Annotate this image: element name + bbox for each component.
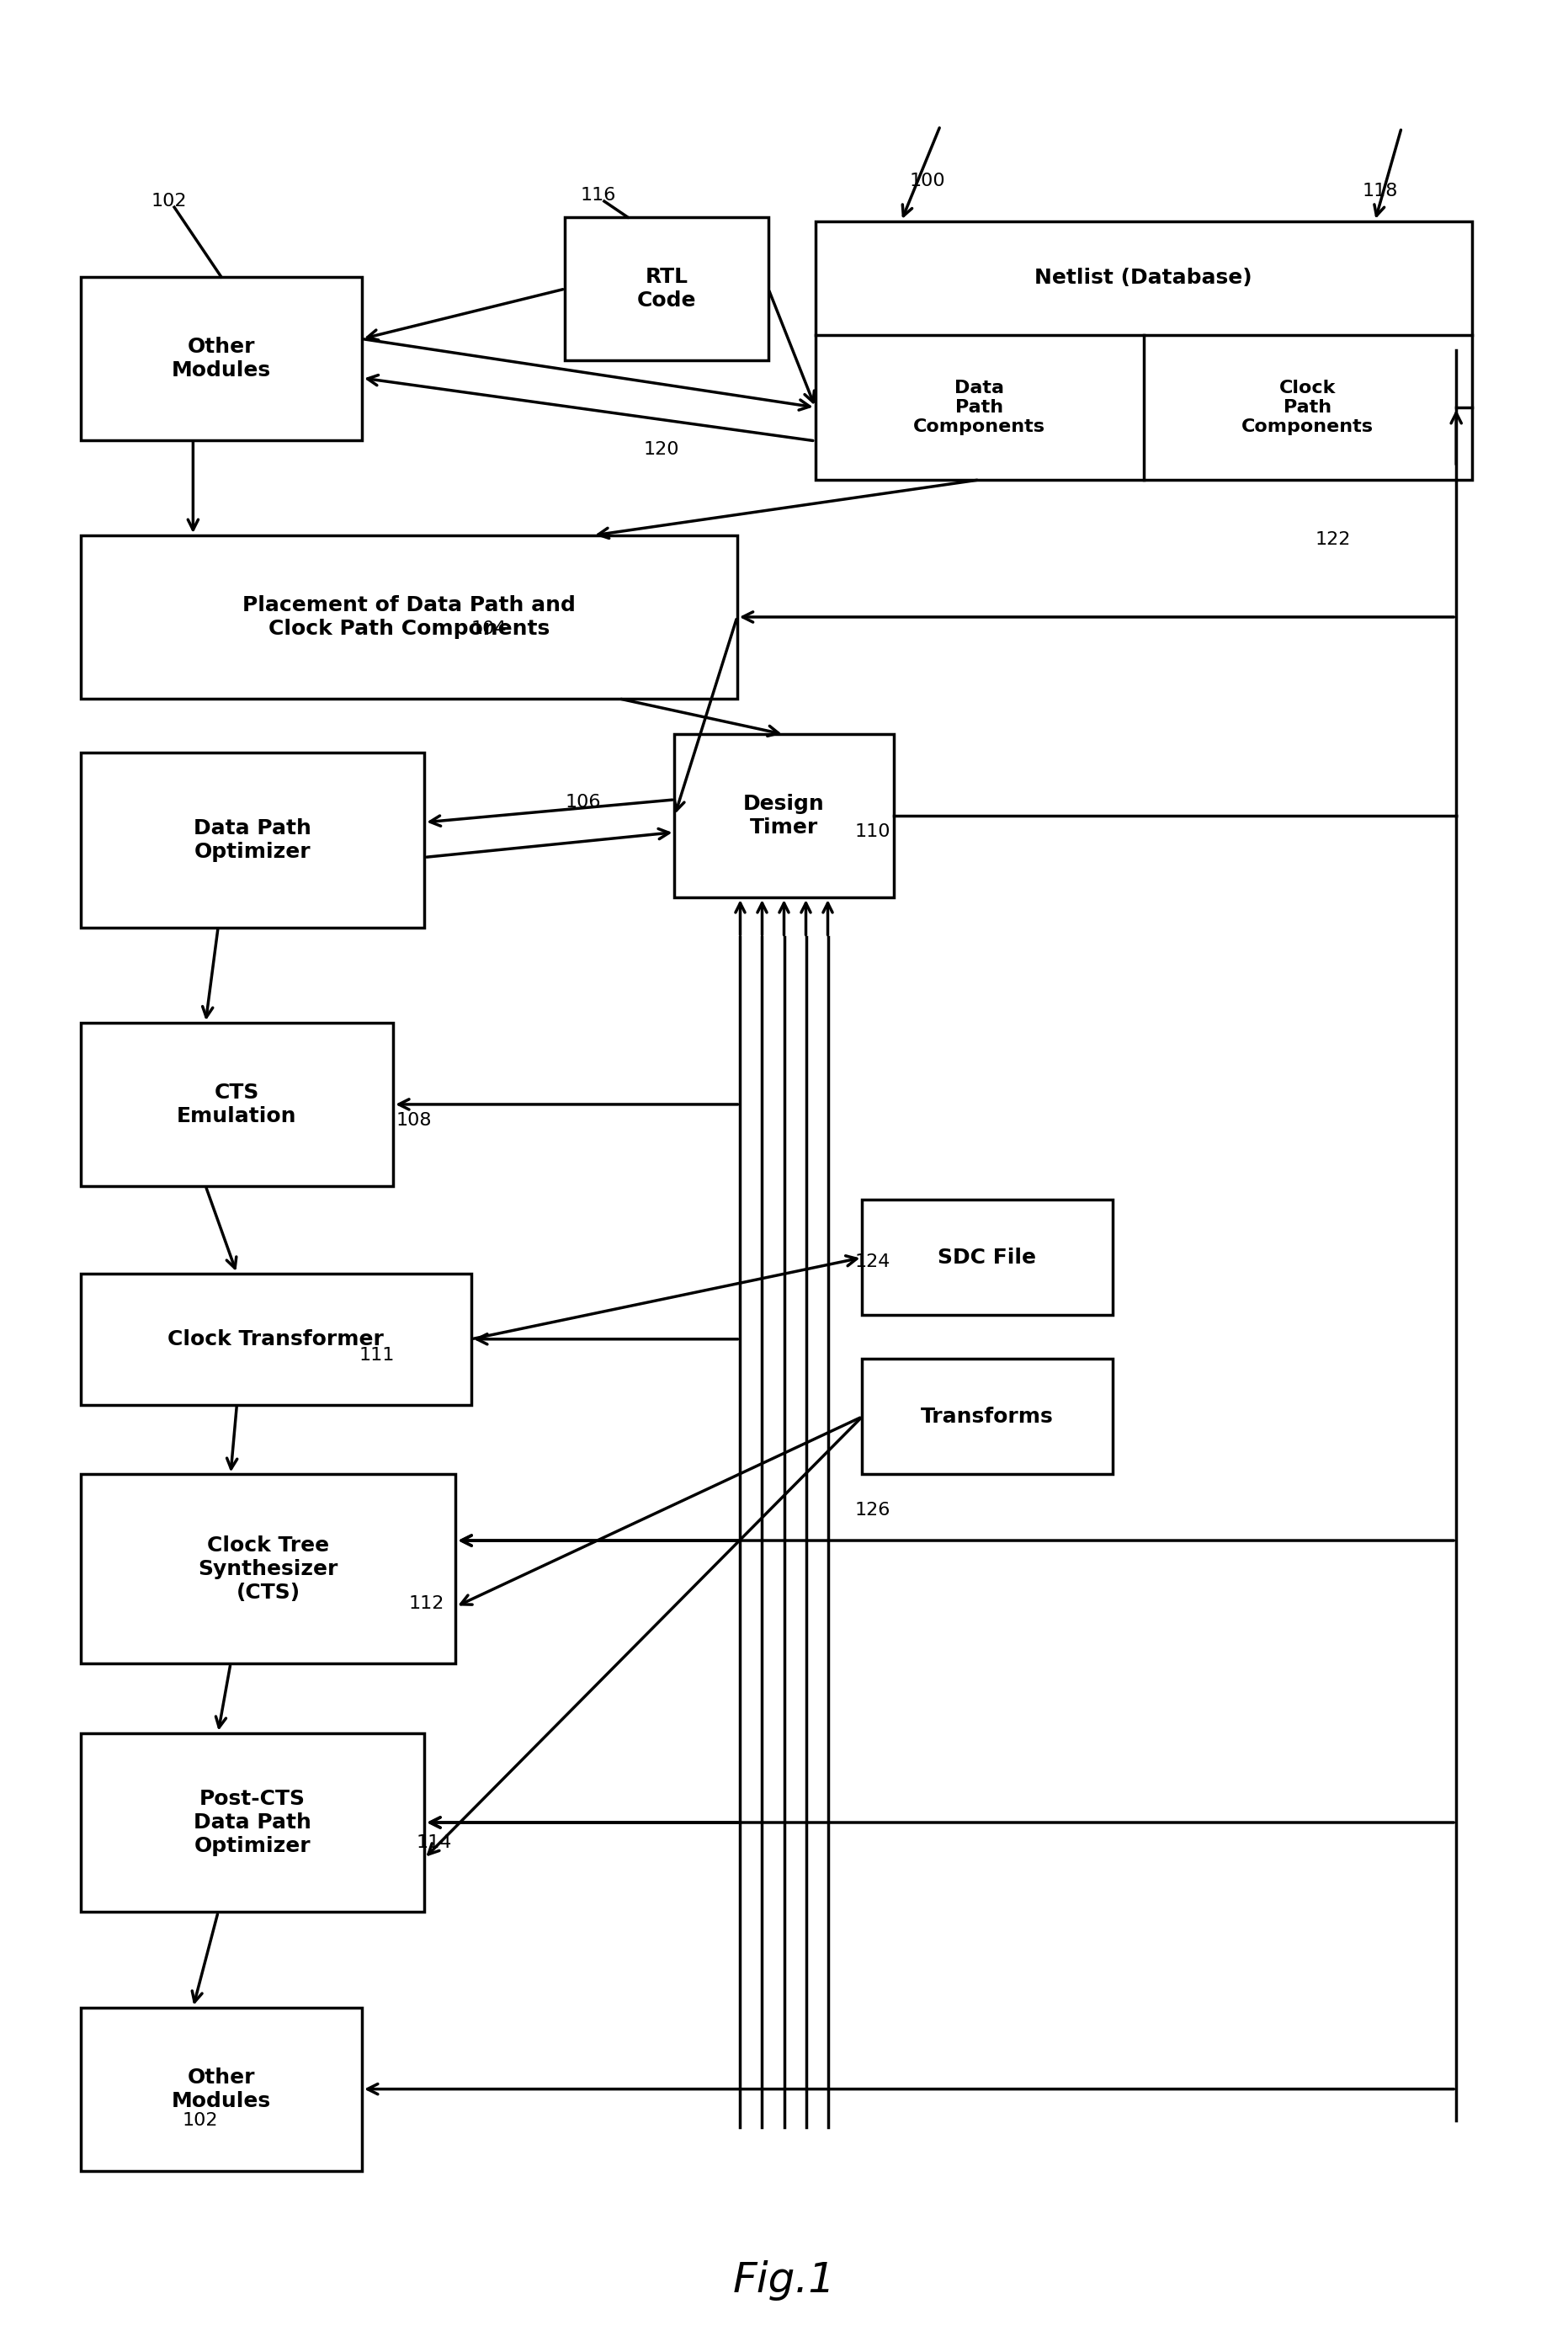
Text: 104: 104 bbox=[472, 621, 506, 637]
Text: Fig.1: Fig.1 bbox=[732, 2260, 836, 2300]
Bar bbox=[674, 734, 894, 898]
Bar bbox=[80, 753, 425, 927]
Text: Data
Path
Components: Data Path Components bbox=[913, 379, 1046, 435]
Text: Clock Tree
Synthesizer
(CTS): Clock Tree Synthesizer (CTS) bbox=[198, 1536, 339, 1602]
Text: RTL
Code: RTL Code bbox=[637, 268, 696, 310]
Text: 112: 112 bbox=[409, 1595, 444, 1611]
Text: 111: 111 bbox=[359, 1348, 395, 1364]
Bar bbox=[80, 1023, 394, 1185]
Text: Design
Timer: Design Timer bbox=[743, 795, 825, 837]
Bar bbox=[80, 2009, 362, 2171]
Text: Other
Modules: Other Modules bbox=[171, 2067, 271, 2110]
Text: 124: 124 bbox=[855, 1254, 891, 1270]
Bar bbox=[862, 1359, 1112, 1475]
Text: SDC File: SDC File bbox=[938, 1247, 1036, 1268]
Text: Placement of Data Path and
Clock Path Components: Placement of Data Path and Clock Path Co… bbox=[241, 595, 575, 640]
Text: 114: 114 bbox=[417, 1835, 452, 1851]
Bar bbox=[80, 1733, 425, 1912]
Text: Other
Modules: Other Modules bbox=[171, 336, 271, 381]
Text: 102: 102 bbox=[151, 193, 187, 209]
Text: 110: 110 bbox=[855, 823, 891, 840]
Text: CTS
Emulation: CTS Emulation bbox=[177, 1082, 296, 1127]
Bar bbox=[80, 278, 362, 440]
Text: Netlist (Database): Netlist (Database) bbox=[1035, 268, 1253, 289]
Text: 122: 122 bbox=[1316, 532, 1352, 548]
Bar bbox=[80, 1272, 472, 1404]
Text: 106: 106 bbox=[564, 793, 601, 811]
Text: 108: 108 bbox=[397, 1112, 433, 1129]
Text: Post-CTS
Data Path
Optimizer: Post-CTS Data Path Optimizer bbox=[193, 1790, 312, 1856]
Text: 126: 126 bbox=[855, 1503, 891, 1519]
Text: 116: 116 bbox=[580, 186, 616, 205]
Bar bbox=[815, 221, 1472, 480]
Bar bbox=[862, 1200, 1112, 1315]
Bar bbox=[80, 536, 737, 699]
Text: Clock Transformer: Clock Transformer bbox=[168, 1329, 384, 1350]
Text: Clock
Path
Components: Clock Path Components bbox=[1242, 379, 1374, 435]
Text: Transforms: Transforms bbox=[920, 1406, 1054, 1428]
Text: 118: 118 bbox=[1363, 183, 1399, 200]
Text: 102: 102 bbox=[182, 2112, 218, 2129]
Text: 120: 120 bbox=[643, 442, 679, 459]
Bar bbox=[80, 1475, 456, 1663]
Text: Data Path
Optimizer: Data Path Optimizer bbox=[193, 818, 312, 861]
Bar bbox=[564, 216, 768, 360]
Text: 100: 100 bbox=[909, 174, 946, 191]
